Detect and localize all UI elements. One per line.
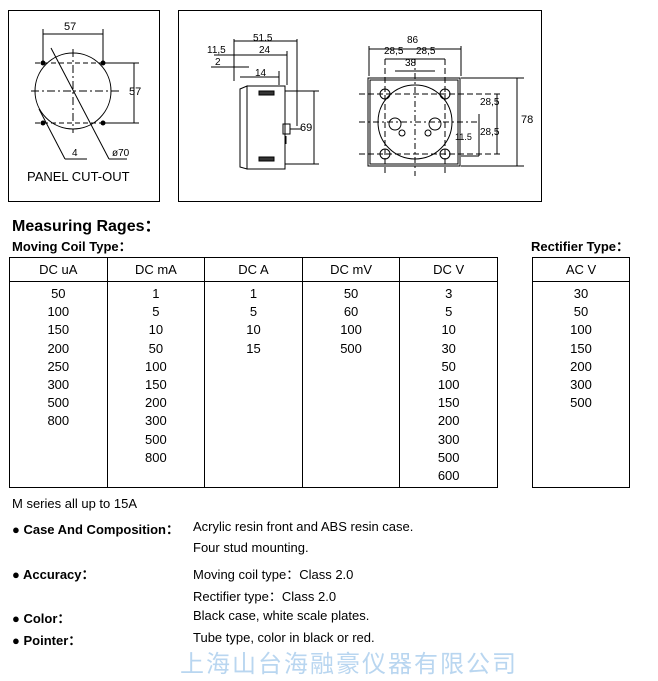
column-header: AC V	[532, 257, 630, 282]
column-header: DC A	[204, 257, 303, 282]
watermark: 上海山台海融豪仪器有限公司	[180, 651, 518, 678]
column-values: 1 5 10 15	[204, 281, 303, 488]
spec-value-pointer: Tube type, color in black or red.	[193, 630, 375, 645]
panel-cutout-caption: PANEL CUT-OUT	[27, 169, 130, 184]
dim-rear-right: 28,5	[416, 46, 436, 57]
spec-value-accuracy: Moving coil type：Class 2.0	[193, 567, 354, 582]
column-values: 3 5 10 30 50 100 150 200 300 500 600	[399, 281, 498, 488]
spec-label-accuracy: ● Accuracy：	[12, 567, 95, 582]
column-header: DC mA	[106, 257, 206, 282]
dim-side-height: 69	[300, 122, 313, 134]
dim-width: 57	[64, 21, 77, 33]
column-values: 30 50 100 150 200 300 500	[532, 281, 630, 488]
column-header: DC uA	[9, 257, 108, 282]
dim-upper: 28,5	[480, 97, 500, 108]
spec-value-case-2: Four stud mounting.	[193, 540, 309, 555]
dim-total-depth: 51.5	[253, 33, 273, 44]
series-note: M series all up to 15A	[12, 496, 138, 511]
spec-label-case: ● Case And Composition：	[12, 522, 179, 537]
dim-lower: 28,5	[480, 127, 500, 138]
dim-rear-height: 78	[521, 114, 534, 126]
moving-coil-table: DC uA DC mA DC A DC mV DC V 50 100 150 2…	[9, 257, 498, 488]
side-rear-view-figure	[211, 39, 524, 176]
dim-rear-left: 28,5	[384, 46, 404, 57]
rectifier-table: AC V 30 50 100 150 200 300 500	[532, 257, 630, 488]
panel-cutout-drawing: 57 57 4 ø70 PANEL CUT-OUT	[8, 10, 160, 202]
dimension-drawing: 51.5 11,5 24 2 14 69 86 28,5 28,5 38 28,…	[178, 10, 542, 202]
spec-label-pointer: ● Pointer：	[12, 633, 82, 648]
spec-label-color: ● Color：	[12, 611, 71, 626]
dim-lip: 2	[215, 57, 221, 68]
column-values: 50 60 100 500	[301, 281, 401, 488]
dim-stud: 14	[255, 68, 267, 79]
column-header: DC mV	[301, 257, 401, 282]
rectifier-label: Rectifier Type：	[531, 239, 630, 254]
dim-hole: 4	[72, 148, 78, 159]
dim-rear-width: 86	[407, 35, 419, 46]
section-heading: Measuring Rages：	[12, 218, 161, 235]
column-values: 1 5 10 50 100 150 200 300 500 800	[106, 281, 206, 488]
dim-front: 11,5	[207, 45, 226, 56]
dim-diameter: ø70	[112, 148, 130, 159]
moving-coil-label: Moving Coil Type：	[12, 239, 132, 254]
dim-terminals: 38	[405, 58, 417, 69]
spec-value-accuracy-2: Rectifier type：Class 2.0	[193, 589, 337, 604]
dim-body: 24	[259, 45, 271, 56]
spec-value-case: Acrylic resin front and ABS resin case.	[193, 519, 414, 534]
panel-cutout-figure	[31, 29, 139, 160]
dim-height: 57	[129, 86, 142, 98]
column-header: DC V	[399, 257, 498, 282]
column-values: 50 100 150 200 250 300 500 800	[9, 281, 108, 488]
spec-value-color: Black case, white scale plates.	[193, 608, 370, 623]
dim-offset: 11.5	[455, 132, 472, 142]
